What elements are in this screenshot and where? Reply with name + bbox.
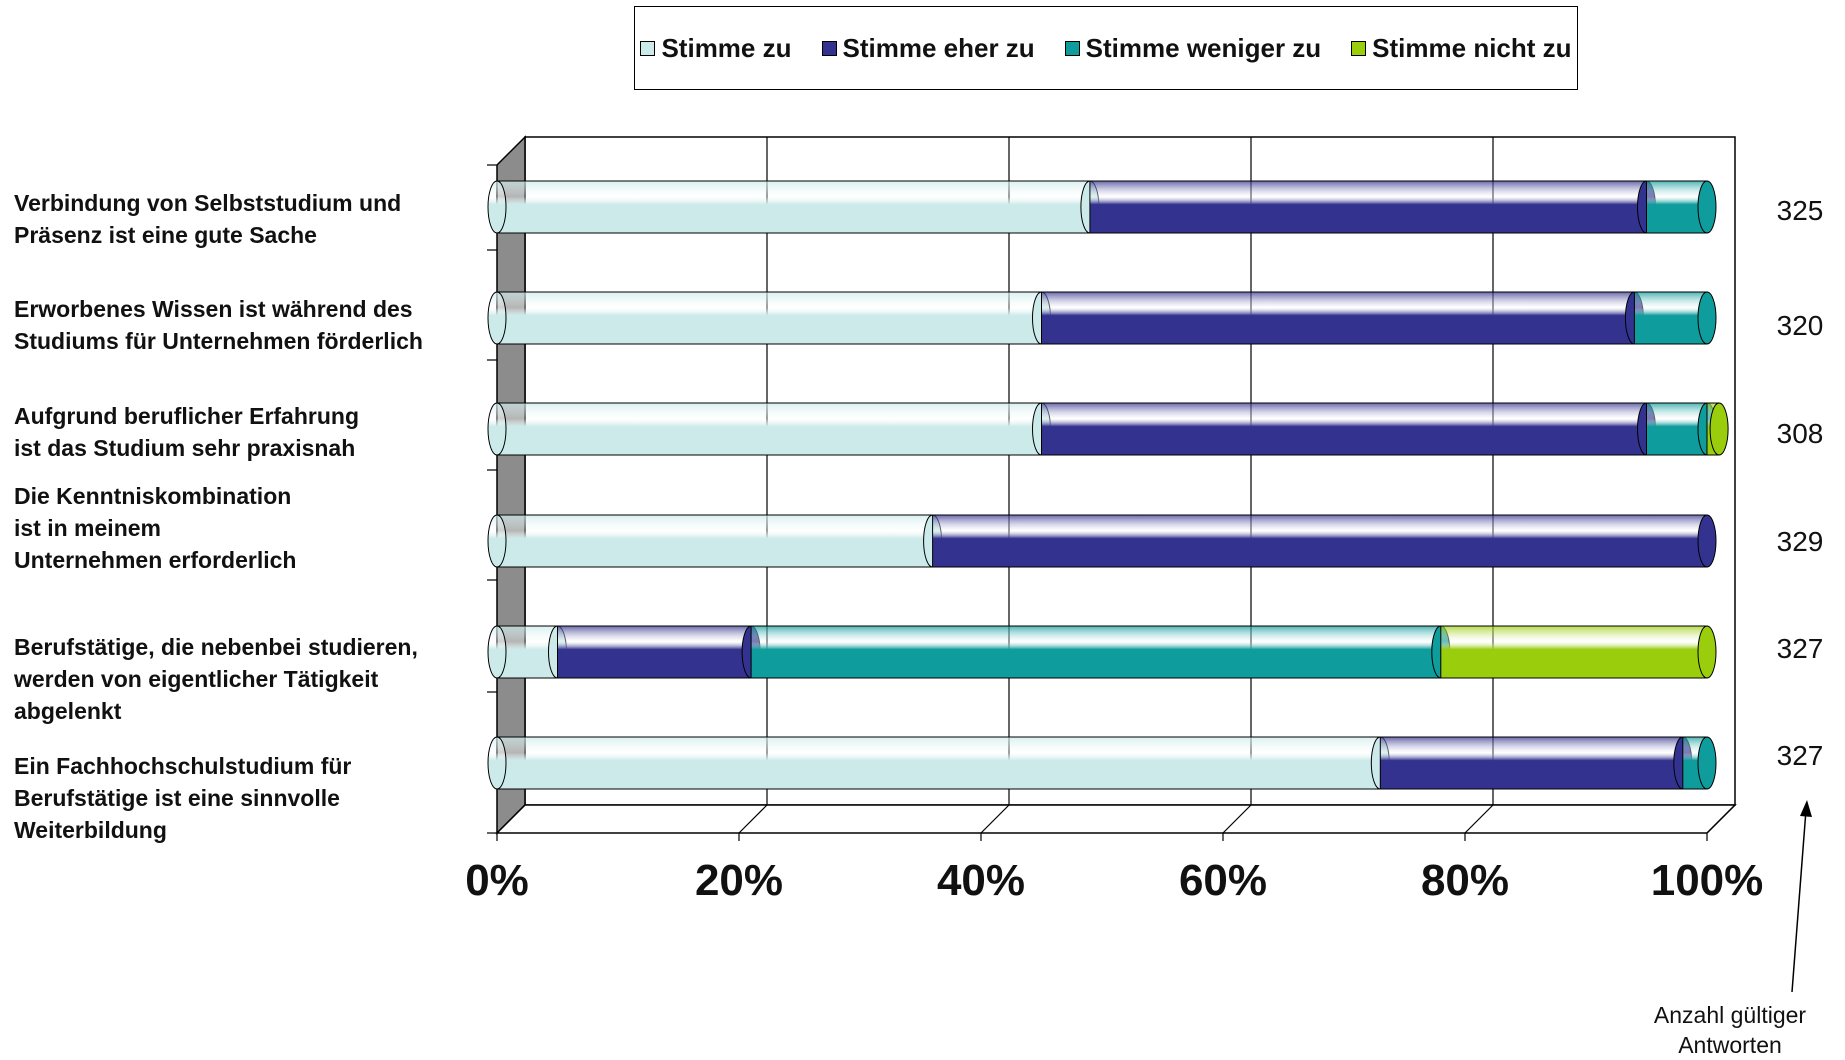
legend-swatch [640, 40, 656, 56]
floor-gridline [1222, 804, 1252, 834]
x-tick-label: 100% [1650, 856, 1764, 905]
x-tick-label: 60% [1178, 856, 1268, 905]
annotation-arrow [1791, 809, 1807, 993]
x-tick-label: 80% [1420, 856, 1510, 905]
bar-left-cap [487, 180, 507, 234]
legend-label: Stimme nicht zu [1372, 32, 1572, 63]
legend-label: Stimme eher zu [842, 32, 1035, 63]
category-label: Ein Fachhochschulstudium für Berufstätig… [14, 753, 352, 843]
bar-segment [557, 625, 761, 679]
floor-gridline [1706, 804, 1736, 834]
legend-swatch [821, 40, 837, 56]
legend-label: Stimme zu [661, 32, 792, 63]
response-count: 327 [1776, 740, 1824, 771]
bar-segment [496, 625, 567, 679]
bar-segment [932, 514, 1717, 568]
bar-segment [496, 736, 1390, 790]
category-label: Erworbenes Wissen ist während des Studiu… [14, 296, 423, 354]
floor-gridline [496, 804, 526, 834]
bar-segment [1041, 402, 1656, 456]
bar-left-cap [487, 402, 507, 456]
category-label: Berufstätige, die nebenbei studieren, we… [14, 634, 418, 724]
response-count: 329 [1776, 526, 1824, 557]
floor [495, 804, 1737, 834]
bar-segment [496, 514, 943, 568]
bar-segment [1379, 736, 1693, 790]
bar-segment [1682, 736, 1717, 790]
bar-left-cap [487, 736, 507, 790]
bar-left-cap [487, 514, 507, 568]
category-label: Die Kenntniskombination ist in meinem Un… [14, 483, 297, 573]
bar-segment [1646, 180, 1717, 234]
bar-segment [496, 402, 1051, 456]
legend-item: Stimme eher zu [821, 32, 1035, 64]
annotation-arrowhead [1800, 800, 1812, 817]
bar-segment [1706, 402, 1729, 456]
bar-segment [1041, 291, 1644, 345]
bar-segment [496, 180, 1100, 234]
bar-segment [750, 625, 1451, 679]
bar-segment [1646, 402, 1717, 456]
legend-swatch [1064, 40, 1080, 56]
x-tick-label: 0% [465, 856, 529, 905]
legend-item: Stimme weniger zu [1064, 32, 1322, 64]
legend-label: Stimme weniger zu [1085, 32, 1322, 63]
x-tick-label: 20% [694, 856, 784, 905]
floor-gridline [1464, 804, 1494, 834]
response-count: 320 [1776, 310, 1824, 341]
bar-segment [1089, 180, 1656, 234]
x-tick-label: 40% [936, 856, 1026, 905]
bar-segment [1440, 625, 1717, 679]
legend-swatch [1351, 40, 1367, 56]
response-count: 325 [1776, 195, 1824, 226]
legend-item: Stimme zu [640, 32, 792, 64]
bar-left-cap [487, 291, 507, 345]
valid-responses-annotation: Anzahl gültiger Antworten [1653, 1002, 1807, 1058]
bar-segment [1633, 291, 1717, 345]
bar-left-cap [487, 625, 507, 679]
legend-item: Stimme nicht zu [1351, 32, 1572, 64]
floor-gridline [738, 804, 768, 834]
bar-segment [496, 291, 1051, 345]
response-count: 308 [1776, 418, 1824, 449]
category-label: Aufgrund beruflicher Erfahrung ist das S… [14, 403, 359, 461]
category-label: Verbindung von Selbststudium und Präsenz… [14, 190, 402, 248]
legend: Stimme zu Stimme eher zu Stimme weniger zu… [634, 6, 1578, 90]
response-count: 327 [1776, 633, 1824, 664]
floor-gridline [980, 804, 1010, 834]
